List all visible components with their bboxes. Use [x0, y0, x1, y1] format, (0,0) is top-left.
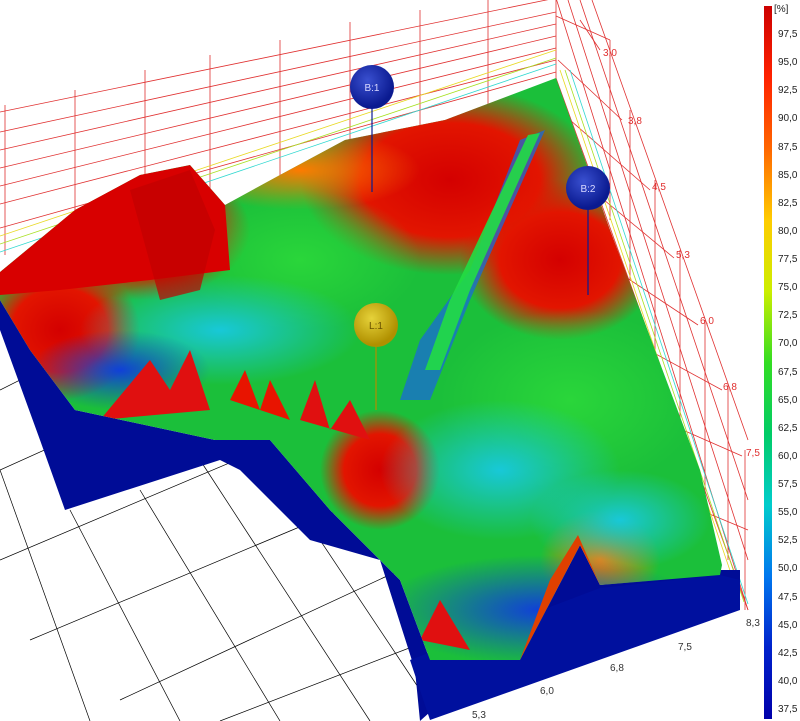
right-axis-tick: 3,8 — [628, 116, 642, 127]
colorbar-tick-label: 55,0 — [778, 507, 798, 519]
colorbar-tick-label: 90,0 — [778, 113, 798, 125]
colorbar-gradient — [764, 6, 772, 719]
right-axis-tick: 3,0 — [603, 48, 617, 59]
colorbar-tick-label: 77,5 — [778, 254, 798, 265]
bottom-axis-tick: 6,8 — [610, 663, 624, 674]
colorbar-tick-label: 42,5 — [778, 647, 798, 659]
colorbar-tick-label: 62,5 — [778, 422, 798, 434]
colorbar-tick-label: 87,5 — [778, 141, 798, 153]
marker-l1[interactable]: L:1 — [354, 303, 398, 347]
right-axis-tick: 5,3 — [676, 250, 690, 261]
colorbar-tick-label: 82,5 — [778, 197, 798, 209]
right-axis-tick: 6,0 — [700, 316, 714, 327]
surface-plot: B:1 B:2 L:1 3,0 3,8 4,5 5,3 6,0 6,8 7,5 … — [0, 0, 760, 721]
marker-b2[interactable]: B:2 — [566, 166, 610, 210]
bottom-axis-tick: 5,3 — [472, 710, 486, 721]
colorbar-tick-label: 40,0 — [778, 675, 798, 687]
surface-base — [0, 300, 740, 721]
colorbar-tick-label: 65,0 — [778, 394, 798, 406]
marker-b2-label: B:2 — [580, 184, 595, 195]
right-axis-tick: 6,8 — [723, 382, 737, 393]
colorbar-tick-label: 72,5 — [778, 310, 798, 322]
right-axis-ticks: 3,0 3,8 4,5 5,3 6,0 6,8 7,5 — [603, 48, 760, 459]
bottom-axis-ticks: 5,3 6,0 6,8 7,5 — [472, 642, 692, 721]
colorbar-tick-label: 92,5 — [778, 85, 798, 97]
colorbar-tick-label: 75,0 — [778, 282, 798, 294]
colorbar-tick-label: 67,5 — [778, 366, 798, 378]
marker-stems — [371, 100, 589, 410]
colorbar-tick-label: 60,0 — [778, 450, 798, 462]
colorbar-tick-label: 50,0 — [778, 563, 798, 575]
colorbar-tick-label: 47,5 — [778, 591, 798, 603]
right-axis-tick-last: 8,3 — [746, 618, 760, 629]
right-axis-tick: 7,5 — [746, 448, 760, 459]
colorbar-tick-label: 85,0 — [778, 169, 798, 181]
marker-b1[interactable]: B:1 — [350, 65, 394, 109]
colorbar-tick-label: 57,5 — [778, 479, 798, 490]
right-axis-tick: 4,5 — [652, 182, 666, 193]
right-wall-contours — [559, 69, 749, 605]
colorbar-tick-label: 70,0 — [778, 338, 798, 350]
bottom-axis-tick: 7,5 — [678, 642, 692, 653]
marker-l1-label: L:1 — [369, 321, 383, 332]
colorbar-tick-label: 45,0 — [778, 619, 798, 631]
colorbar-tick-label: 95,0 — [778, 57, 798, 69]
colorbar-unit: [%] — [774, 4, 789, 15]
colorbar-tick-label: 52,5 — [778, 535, 798, 547]
colorbar-tick-label: 80,0 — [778, 225, 798, 237]
back-wall-grid — [0, 0, 557, 255]
bottom-axis-tick: 6,0 — [540, 686, 554, 697]
marker-b1-label: B:1 — [364, 83, 379, 94]
colorbar-tick-label: 37,5 — [778, 704, 798, 715]
colorbar-tick-label: 97,5 — [778, 29, 798, 40]
colorbar: [%] 97,5 95,0 92,5 90,0 87,5 85,0 82,5 80,0 77,5… — [760, 0, 800, 721]
